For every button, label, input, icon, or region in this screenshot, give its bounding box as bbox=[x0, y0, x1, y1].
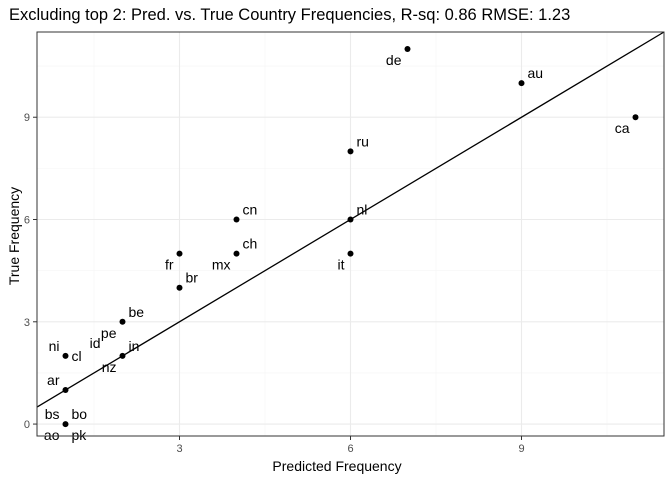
point-label-ca: ca bbox=[615, 120, 630, 136]
data-point bbox=[233, 250, 240, 257]
data-point bbox=[347, 216, 354, 223]
point-label-au: au bbox=[528, 65, 544, 81]
x-axis-title: Predicted Frequency bbox=[272, 458, 401, 474]
data-point bbox=[119, 352, 126, 359]
data-point bbox=[233, 216, 240, 223]
y-tick-label: 9 bbox=[24, 112, 30, 124]
point-label-cl: cl bbox=[72, 348, 82, 364]
data-point bbox=[62, 386, 69, 393]
data-point bbox=[347, 250, 354, 257]
data-point bbox=[632, 114, 639, 121]
data-point bbox=[176, 284, 183, 291]
y-axis-ticks: 0 3 6 9 bbox=[24, 112, 37, 431]
point-label-id: id bbox=[90, 335, 101, 351]
data-points bbox=[62, 46, 639, 428]
data-point bbox=[347, 148, 354, 155]
data-point bbox=[62, 421, 69, 428]
point-label-ch: ch bbox=[243, 236, 258, 252]
point-label-nl: nl bbox=[357, 202, 368, 218]
point-label-pe: pe bbox=[101, 325, 117, 341]
x-tick-label: 9 bbox=[518, 443, 524, 455]
data-point bbox=[404, 46, 411, 53]
y-tick-label: 0 bbox=[24, 419, 30, 431]
chart-title: Excluding top 2: Pred. vs. True Country … bbox=[9, 6, 570, 24]
data-point bbox=[518, 80, 525, 87]
point-label-ar: ar bbox=[47, 372, 60, 388]
y-tick-label: 3 bbox=[24, 317, 30, 329]
point-label-bo: bo bbox=[72, 406, 88, 422]
x-axis-ticks: 3 6 9 bbox=[176, 436, 525, 455]
point-label-in: in bbox=[129, 338, 140, 354]
point-label-ru: ru bbox=[357, 133, 369, 149]
point-label-nz: nz bbox=[102, 359, 117, 375]
point-label-cn: cn bbox=[243, 202, 258, 218]
y-tick-label: 6 bbox=[24, 215, 30, 227]
x-tick-label: 3 bbox=[176, 443, 182, 455]
point-label-ni: ni bbox=[49, 338, 60, 354]
point-label-mx: mx bbox=[212, 257, 231, 273]
point-label-br: br bbox=[186, 270, 199, 286]
point-label-pk: pk bbox=[72, 427, 88, 443]
point-label-ao: ao bbox=[44, 427, 60, 443]
data-point bbox=[176, 250, 183, 257]
data-point bbox=[62, 352, 69, 359]
point-label-fr: fr bbox=[165, 257, 174, 273]
x-tick-label: 6 bbox=[347, 443, 353, 455]
point-label-de: de bbox=[386, 52, 402, 68]
y-axis-title: True Frequency bbox=[6, 187, 22, 285]
point-label-bs: bs bbox=[45, 406, 60, 422]
point-label-be: be bbox=[129, 304, 145, 320]
data-point bbox=[119, 318, 126, 325]
point-label-it: it bbox=[338, 257, 345, 273]
